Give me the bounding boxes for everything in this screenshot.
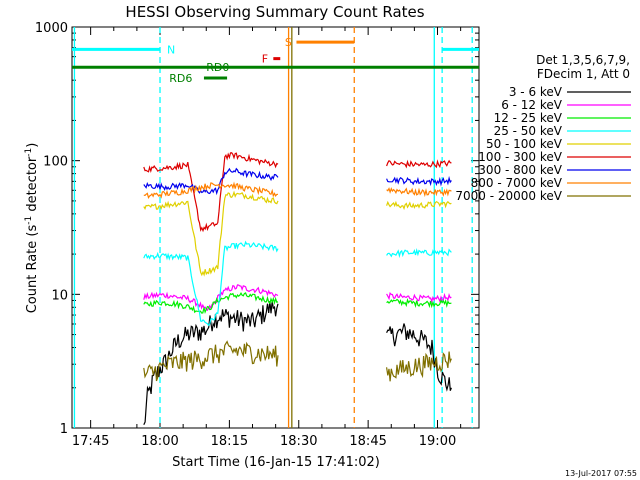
legend-label: 3 - 6 keV [509,85,563,99]
y-tick-label: 10 [51,288,68,303]
y-tick-label: 100 [43,155,68,170]
series-line [143,300,279,426]
series-line [386,200,452,211]
legend-label: 7000 - 20000 keV [455,189,562,203]
x-tick-label: 18:00 [141,434,178,449]
x-tick-label: 18:45 [349,434,386,449]
y-axis-label-main: Count Rate (s [25,225,40,314]
series-line [386,351,452,382]
y-axis-label-end: ) [25,143,40,148]
y-axis-label-sup2: -1 [24,148,34,157]
x-tick-label: 17:45 [72,434,109,449]
instrument-state-lines [73,27,473,428]
legend-header-line2: FDecim 1, Att 0 [537,67,630,81]
series-line [386,298,452,309]
timestamp-footer: 13-Jul-2017 07:55 [565,469,637,478]
series-line [143,190,279,277]
legend-label: 100 - 300 keV [478,150,562,164]
series-line [386,175,452,187]
series-line [386,323,452,392]
flag-label: F [262,53,268,66]
flag-label: N [167,43,175,56]
flag-label: S [285,36,292,49]
y-axis-label: Count Rate (s-1 detector-1) [24,143,40,314]
series-line [386,291,452,304]
x-axis-label: Start Time (16-Jan-15 17:41:02) [172,455,380,470]
legend: Det 1,3,5,6,7,9, FDecim 1, Att 0 3 - 6 k… [455,53,631,203]
series-line [143,240,279,327]
flag-label: RD0 [206,61,229,74]
chart-title: HESSI Observing Summary Count Rates [125,3,424,21]
axis-ticks-layer: 17:45 18:00 18:15 18:30 18:45 19:00 1 10 100 1000 [35,21,479,449]
x-tick-label: 19:00 [419,434,456,449]
x-tick-label: 18:30 [280,434,317,449]
series-line [143,152,279,233]
legend-label: 800 - 7000 keV [471,176,563,190]
y-tick-label: 1000 [35,21,68,36]
y-axis-label-mid: detector [25,156,40,216]
legend-label: 6 - 12 keV [501,98,563,112]
series-line [386,248,452,259]
legend-label: 300 - 800 keV [478,163,562,177]
legend-label: 12 - 25 keV [494,111,563,125]
series-lines [143,152,452,426]
series-line [386,187,452,198]
y-tick-label: 1 [60,422,68,437]
series-line [143,291,279,315]
flag-markers: N S F RD0 RD6 [72,36,479,85]
flag-label: RD6 [169,72,192,85]
y-axis-label-sup1: -1 [24,216,34,225]
legend-label: 25 - 50 keV [494,124,563,138]
series-line [386,159,452,169]
series-line [143,167,279,196]
legend-header-line1: Det 1,3,5,6,7,9, [536,53,630,67]
series-line [143,181,279,199]
legend-label: 50 - 100 keV [486,137,563,151]
x-tick-label: 18:15 [211,434,248,449]
series-line [143,284,279,312]
series-line [143,340,279,382]
